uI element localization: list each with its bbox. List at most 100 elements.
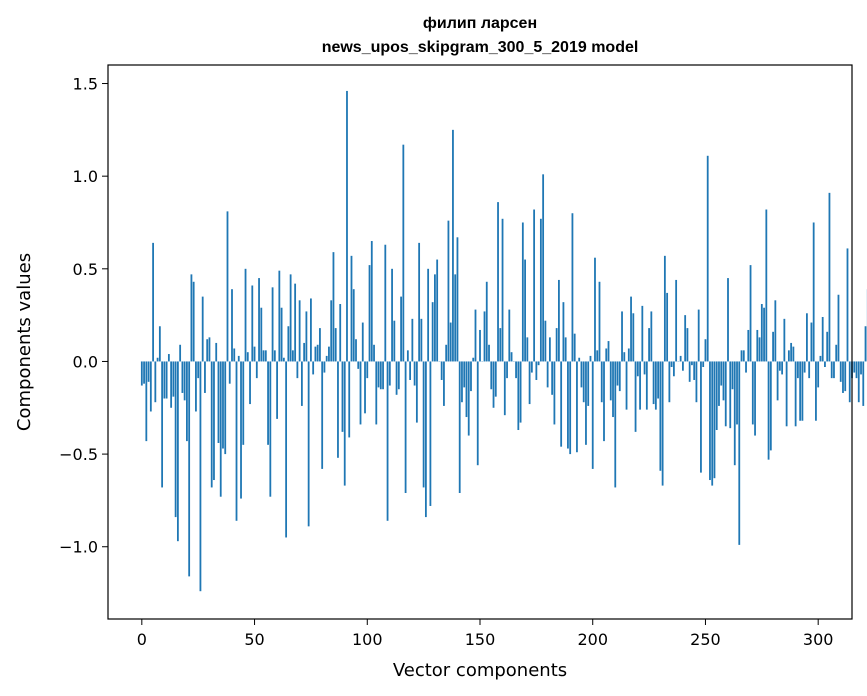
bar-290 [794,361,797,427]
bar-264 [736,361,738,425]
bar-231 [661,361,664,486]
bar-5 [152,242,154,362]
bar-246 [695,361,698,403]
bar-26 [199,361,202,592]
x-tick-label: 0 [137,630,147,649]
chart-title-line2: news_upos_skipgram_300_5_2019 model [322,39,639,56]
bar-271 [751,361,754,425]
bar-284 [781,361,784,375]
bar-267 [742,350,745,362]
bar-281 [774,300,777,362]
bar-65 [287,326,290,362]
bar-164 [510,352,513,362]
bar-202 [596,350,599,362]
bar-203 [598,281,601,362]
bar-35 [219,361,222,497]
bar-25 [197,361,200,379]
bar-296 [808,361,811,379]
bar-266 [740,350,743,362]
bar-66 [289,274,292,362]
bar-19 [183,361,186,401]
bar-156 [492,361,495,408]
bar-255 [715,361,718,431]
bar-41 [233,348,236,362]
bar-321 [864,326,867,362]
x-axis-ticks: 0 50 100 150 200 250 300 [137,619,833,649]
bar-152 [483,311,486,362]
bar-117 [404,361,407,493]
bar-186 [560,361,563,447]
bar-270 [749,265,752,362]
bar-316 [853,361,856,373]
bar-71 [300,361,303,406]
bar-265 [738,361,741,545]
bar-72 [303,342,306,362]
bar-240 [682,361,684,371]
bar-313 [846,248,849,362]
bar-291 [796,361,799,379]
bar-149 [476,361,479,466]
bar-56 [267,361,269,445]
bar-12 [167,354,170,362]
bar-67 [291,350,294,362]
bar-249 [702,361,705,368]
bar-70 [298,300,301,362]
bar-6 [154,361,157,403]
bar-98 [361,322,364,362]
bar-100 [366,361,369,379]
bar-212 [618,361,621,392]
bar-188 [564,337,567,362]
bar-39 [228,361,231,384]
bar-247 [697,309,700,362]
bar-319 [860,361,862,375]
bar-286 [785,361,788,427]
bar-75 [310,298,312,362]
bar-54 [262,350,265,362]
bar-258 [722,361,725,401]
bar-172 [528,361,531,405]
bar-52 [258,278,260,362]
bar-42 [235,361,238,521]
bar-254 [713,361,716,479]
bar-177 [539,218,542,362]
bar-216 [627,348,630,362]
bar-252 [709,361,711,481]
bar-97 [359,361,362,425]
bar-277 [765,209,768,362]
bar-89 [341,361,344,432]
bar-259 [724,361,727,427]
bar-162 [506,361,508,379]
bar-86 [334,328,337,362]
bar-320 [862,361,865,406]
bar-232 [663,255,666,362]
bar-31 [210,361,213,488]
bar-62 [280,307,283,362]
bar-57 [269,361,272,497]
bar-253 [711,361,714,486]
bar-194 [578,357,581,362]
bar-195 [580,361,583,388]
bar-74 [307,361,310,527]
bar-20 [186,361,188,442]
bar-23 [192,281,195,362]
bar-179 [544,320,547,362]
bar-21 [188,361,191,577]
bar-274 [758,337,761,362]
bar-308 [835,344,838,362]
bar-222 [641,305,644,362]
bar-120 [411,318,414,362]
bar-61 [278,270,281,362]
bar-8 [158,326,161,362]
bar-53 [260,307,263,362]
y-tick-label: 0.5 [73,260,98,279]
bar-47 [246,352,249,362]
bar-196 [582,361,585,403]
bar-273 [756,329,759,362]
bar-63 [282,357,285,362]
bar-239 [679,355,682,362]
bar-114 [397,361,400,390]
bar-18 [181,361,184,393]
bar-121 [413,361,416,386]
bar-200 [591,361,594,469]
bar-36 [222,361,224,449]
